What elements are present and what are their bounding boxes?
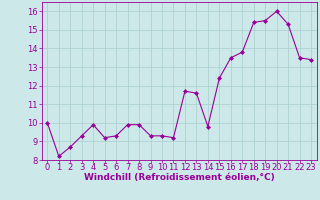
- X-axis label: Windchill (Refroidissement éolien,°C): Windchill (Refroidissement éolien,°C): [84, 173, 275, 182]
